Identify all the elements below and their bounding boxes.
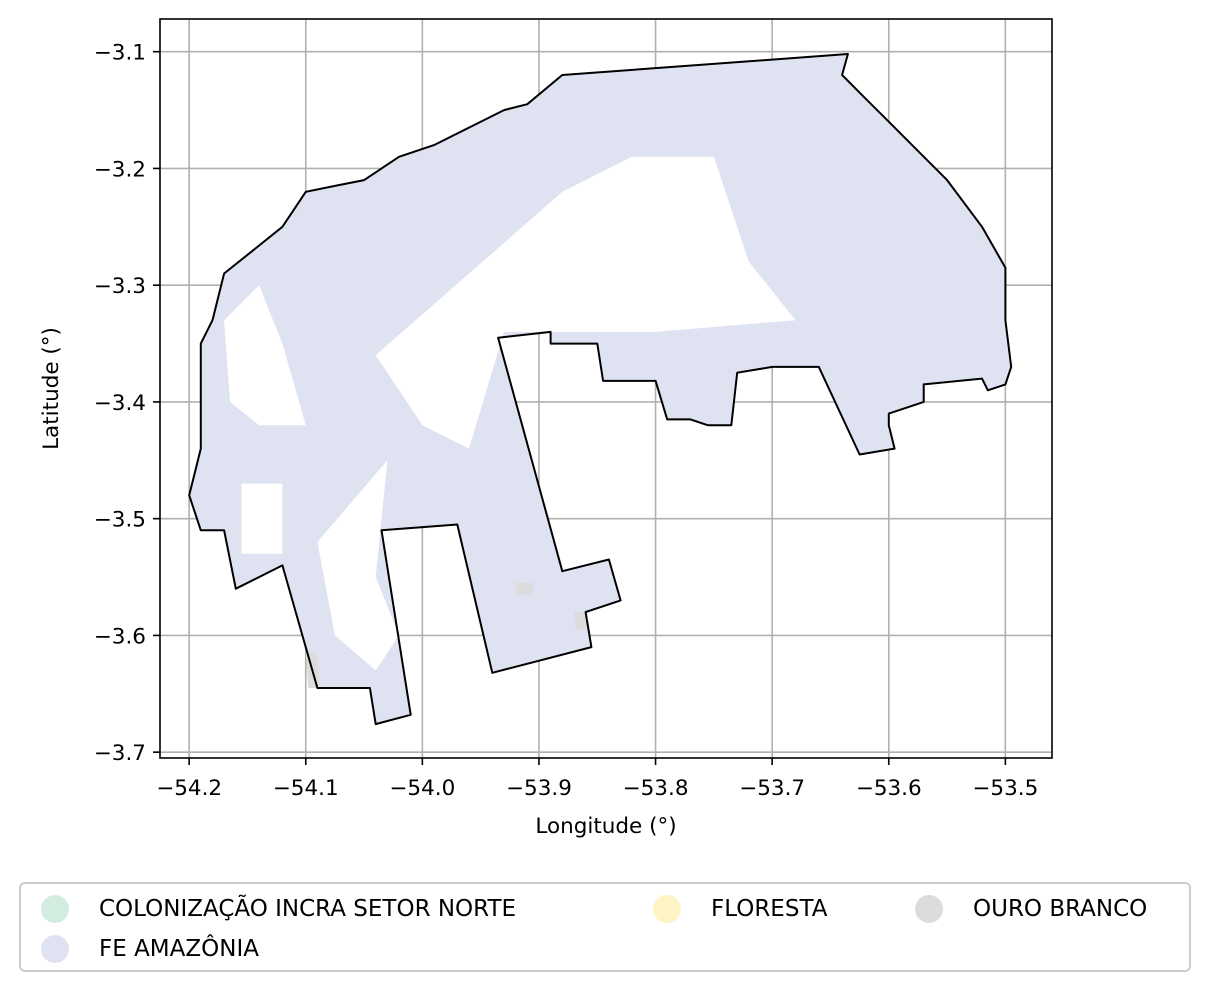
y-tick-label-3: −3.4 (94, 391, 146, 416)
x-tick-label-5: −53.7 (739, 776, 805, 801)
x-axis-label: Longitude (°) (535, 814, 676, 839)
x-tick-label-2: −54.0 (389, 776, 455, 801)
y-tick-label-1: −3.2 (94, 157, 146, 182)
fe-amazonia-region (189, 54, 1012, 725)
legend-label-colonizacao: COLONIZAÇÃO INCRA SETOR NORTE (99, 896, 517, 922)
legend-item-fe-amazonia: FE AMAZÔNIA (41, 933, 259, 965)
legend-label-floresta: FLORESTA (711, 896, 828, 922)
legend-item-ouro-branco: OURO BRANCO (915, 893, 1147, 925)
y-tick-label-6: −3.7 (94, 741, 146, 766)
y-axis-label: Latitude (°) (39, 327, 64, 450)
boundary-outline (188, 53, 1013, 726)
legend-item-colonizacao: COLONIZAÇÃO INCRA SETOR NORTE (41, 893, 516, 925)
x-tick-label-4: −53.8 (623, 776, 689, 801)
x-tick-label-1: −54.1 (273, 776, 339, 801)
legend-swatch-fe-amazonia (41, 935, 69, 963)
x-tick-label-6: −53.6 (856, 776, 922, 801)
y-axis-ticks: −3.1 −3.2 −3.3 −3.4 −3.5 −3.6 −3.7 (94, 41, 160, 766)
unfilled-areas (224, 156, 796, 671)
map-figure: −54.2 −54.1 −54.0 −53.9 −53.8 −53.7 −53.6 −53.5… (39, 18, 1053, 839)
legend-label-fe-amazonia: FE AMAZÔNIA (99, 936, 259, 962)
legend-swatch-ouro-branco (915, 895, 943, 923)
y-tick-label-0: −3.1 (94, 41, 146, 66)
unfilled-area-2 (241, 483, 283, 554)
legend: COLONIZAÇÃO INCRA SETOR NORTE FLORESTA O… (19, 882, 1191, 972)
x-tick-label-7: −53.5 (972, 776, 1038, 801)
legend-item-floresta: FLORESTA (653, 893, 827, 925)
ouro-branco-patch-1 (573, 612, 588, 630)
plot-frame (159, 18, 1053, 759)
y-tick-label-4: −3.5 (94, 508, 146, 533)
fe-amazonia-fill (189, 54, 1012, 725)
unfilled-area-3 (317, 460, 399, 671)
legend-swatch-colonizacao (41, 895, 69, 923)
municipality-boundary (188, 53, 1013, 726)
ouro-branco-patch-2 (515, 582, 534, 595)
x-tick-label-0: −54.2 (156, 776, 222, 801)
unfilled-area-1 (375, 156, 796, 449)
legend-swatch-floresta (653, 895, 681, 923)
legend-label-ouro-branco: OURO BRANCO (973, 896, 1148, 922)
x-tick-label-3: −53.9 (506, 776, 572, 801)
unfilled-area-0 (224, 285, 306, 426)
x-axis-ticks: −54.2 −54.1 −54.0 −53.9 −53.8 −53.7 −53.6 −53.5 (156, 758, 1038, 801)
y-tick-label-5: −3.6 (94, 624, 146, 649)
y-tick-label-2: −3.3 (94, 274, 146, 299)
